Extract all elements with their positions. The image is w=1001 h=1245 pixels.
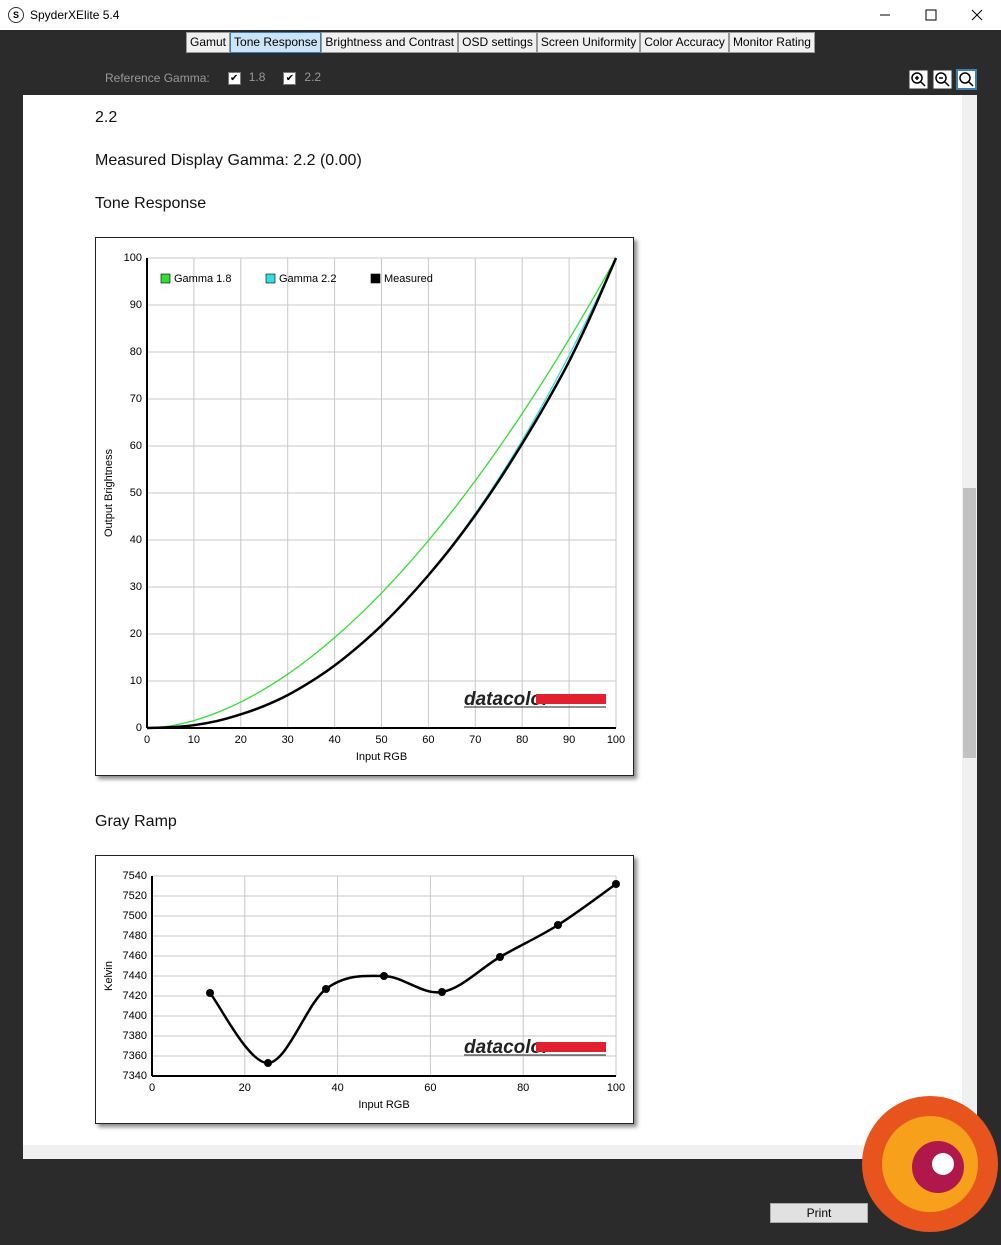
- x-tick-label: 50: [375, 734, 387, 746]
- report-panel: 2.2 Measured Display Gamma: 2.2 (0.00) T…: [23, 95, 962, 1145]
- legend-label: Gamma 1.8: [174, 273, 231, 285]
- x-tick-label: 100: [607, 1082, 625, 1094]
- x-tick-label: 90: [563, 734, 575, 746]
- marker: [554, 921, 562, 929]
- marker: [322, 985, 330, 993]
- x-tick-label: 20: [235, 734, 247, 746]
- tab[interactable]: Tone Response: [230, 32, 322, 53]
- checkbox[interactable]: ✔: [227, 72, 241, 85]
- h-scrollbar[interactable]: [23, 1145, 962, 1159]
- y-tick-label: 7400: [123, 1010, 147, 1022]
- watermark-bar: [536, 1042, 606, 1052]
- tab[interactable]: Gamut: [186, 32, 231, 53]
- y-tick-label: 60: [130, 440, 142, 452]
- y-tick-label: 50: [130, 487, 142, 499]
- x-axis-label: Input RGB: [358, 1099, 409, 1111]
- window-title: SpyderXElite 5.4: [30, 8, 120, 22]
- marker: [380, 972, 388, 980]
- marker: [612, 880, 620, 888]
- checkbox[interactable]: ✔: [283, 72, 297, 85]
- y-tick-label: 10: [130, 675, 142, 687]
- y-tick-label: 7540: [123, 870, 147, 882]
- tone-chart: 0 10 20 30 40 50 60 70 80 90 100 0 10 20 30 40 50 60 70 80 9…: [103, 252, 625, 763]
- measured-gamma: Measured Display Gamma: 2.2 (0.00): [95, 152, 362, 169]
- section-title: Gray Ramp: [95, 813, 177, 830]
- series-line: [146, 257, 618, 730]
- y-tick-label: 7480: [123, 930, 147, 942]
- y-tick-label: 7440: [123, 970, 147, 982]
- checkbox-option: ✔ 2.2: [283, 70, 321, 85]
- x-tick-label: 30: [282, 734, 294, 746]
- y-tick-label: 7340: [123, 1070, 147, 1082]
- x-tick-label: 10: [188, 734, 200, 746]
- x-tick-label: 70: [469, 734, 481, 746]
- tab-bar: Gamut Tone Response Brightness and Contras…: [186, 32, 815, 53]
- zoom-buttons[interactable]: [908, 69, 978, 91]
- watermark-bar: [536, 694, 606, 704]
- marker: [438, 988, 446, 996]
- gray-ramp-chart: 7340 7360 7380 7400 7420 7440 7460 7480 7500 7520…: [103, 870, 625, 1111]
- y-tick-label: 20: [130, 628, 142, 640]
- y-tick-label: 7360: [123, 1050, 147, 1062]
- window-controls[interactable]: [870, 0, 1001, 30]
- y-tick-label: 7380: [123, 1030, 147, 1042]
- x-tick-label: 20: [239, 1082, 251, 1094]
- y-tick-label: 100: [124, 252, 142, 264]
- legend-swatch: [160, 273, 171, 284]
- marker: [206, 989, 214, 997]
- legend-label: Measured: [384, 273, 433, 285]
- tab[interactable]: Screen Uniformity: [536, 32, 641, 53]
- tab[interactable]: Monitor Rating: [728, 32, 815, 53]
- toolbar: Reference Gamma: ✔ 1.8 ✔ 2.2: [105, 70, 321, 85]
- checkbox-label: 2.2: [304, 70, 322, 84]
- app-icon: S: [8, 7, 24, 23]
- y-axis-label: Kelvin: [103, 961, 115, 991]
- scroll-thumb[interactable]: [963, 488, 976, 758]
- marker: [496, 953, 504, 961]
- watermark: datacolor: [464, 1037, 551, 1058]
- checkbox-label: 1.8: [248, 70, 266, 84]
- series-line: [146, 257, 617, 729]
- report-heading: 2.2: [95, 109, 118, 126]
- x-tick-label: 80: [517, 1082, 529, 1094]
- y-tick-label: 0: [136, 722, 142, 734]
- checkbox-option: ✔ 1.8: [227, 70, 266, 85]
- x-tick-label: 60: [422, 734, 434, 746]
- toolbar-label: Reference Gamma:: [105, 70, 210, 85]
- x-tick-label: 0: [144, 734, 150, 746]
- x-tick-label: 40: [328, 734, 340, 746]
- title-bar: S SpyderXElite 5.4: [0, 0, 1001, 30]
- chart-frame: 7340 7360 7380 7400 7420 7440 7460 7480 7500 7520…: [95, 855, 634, 1124]
- x-tick-label: 80: [516, 734, 528, 746]
- legend-swatch: [265, 273, 276, 284]
- print-button[interactable]: Print: [770, 1203, 868, 1223]
- y-tick-label: 7420: [123, 990, 147, 1002]
- tab[interactable]: Color Accuracy: [640, 32, 729, 53]
- y-tick-label: 7520: [123, 890, 147, 902]
- y-tick-label: 7500: [123, 910, 147, 922]
- x-axis-label: Input RGB: [356, 751, 407, 763]
- y-tick-label: 80: [130, 346, 142, 358]
- x-tick-label: 60: [424, 1082, 436, 1094]
- x-tick-label: 40: [331, 1082, 343, 1094]
- tab[interactable]: OSD settings: [458, 32, 537, 53]
- y-tick-label: 90: [130, 299, 142, 311]
- y-axis-label: Output Brightness: [103, 448, 115, 537]
- y-tick-label: 70: [130, 393, 142, 405]
- x-tick-label: 0: [149, 1082, 155, 1094]
- marker: [264, 1059, 272, 1067]
- y-tick-label: 40: [130, 534, 142, 546]
- legend-label: Gamma 2.2: [279, 273, 336, 285]
- scrollbar[interactable]: [962, 95, 977, 1145]
- chart-frame: 0 10 20 30 40 50 60 70 80 90 100 0 10 20 30 40 50 60 70 80 9…: [95, 237, 634, 776]
- logo: [862, 1096, 998, 1232]
- x-tick-label: 100: [607, 734, 625, 746]
- tab[interactable]: Brightness and Contrast: [321, 32, 459, 53]
- y-tick-label: 30: [130, 581, 142, 593]
- section-title: Tone Response: [95, 195, 207, 212]
- watermark: datacolor: [464, 689, 551, 710]
- legend-swatch: [370, 273, 381, 284]
- y-tick-label: 7460: [123, 950, 147, 962]
